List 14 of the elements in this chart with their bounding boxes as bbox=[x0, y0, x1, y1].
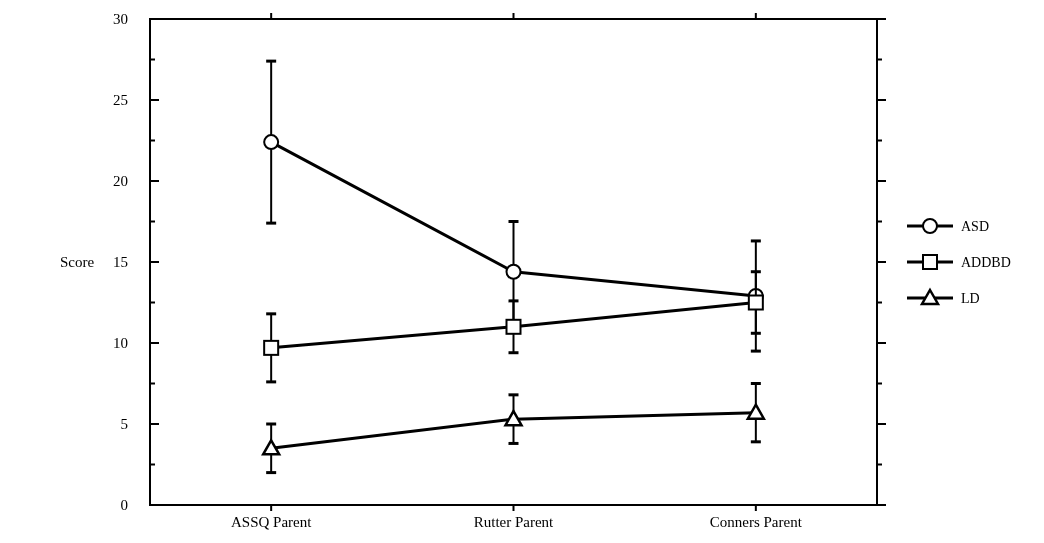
y-tick-label: 25 bbox=[113, 92, 128, 109]
x-tick-label: Rutter Parent bbox=[473, 514, 555, 530]
y-tick-label: 20 bbox=[113, 173, 128, 190]
y-tick-label: 30 bbox=[113, 11, 128, 28]
legend-label: ASD bbox=[961, 218, 990, 234]
y-tick-label: 0 bbox=[120, 497, 128, 514]
y-tick-label: 15 bbox=[113, 254, 128, 271]
y-tick-label: 10 bbox=[113, 335, 128, 352]
x-tick-label: ASSQ Parent bbox=[230, 514, 313, 530]
y-axis-title: Score bbox=[60, 254, 95, 271]
legend-label: ADDBD bbox=[961, 254, 1011, 270]
y-tick-label: 5 bbox=[120, 416, 128, 433]
x-tick-label: Conners Parent bbox=[709, 514, 803, 530]
legend-label: LD bbox=[961, 290, 980, 306]
